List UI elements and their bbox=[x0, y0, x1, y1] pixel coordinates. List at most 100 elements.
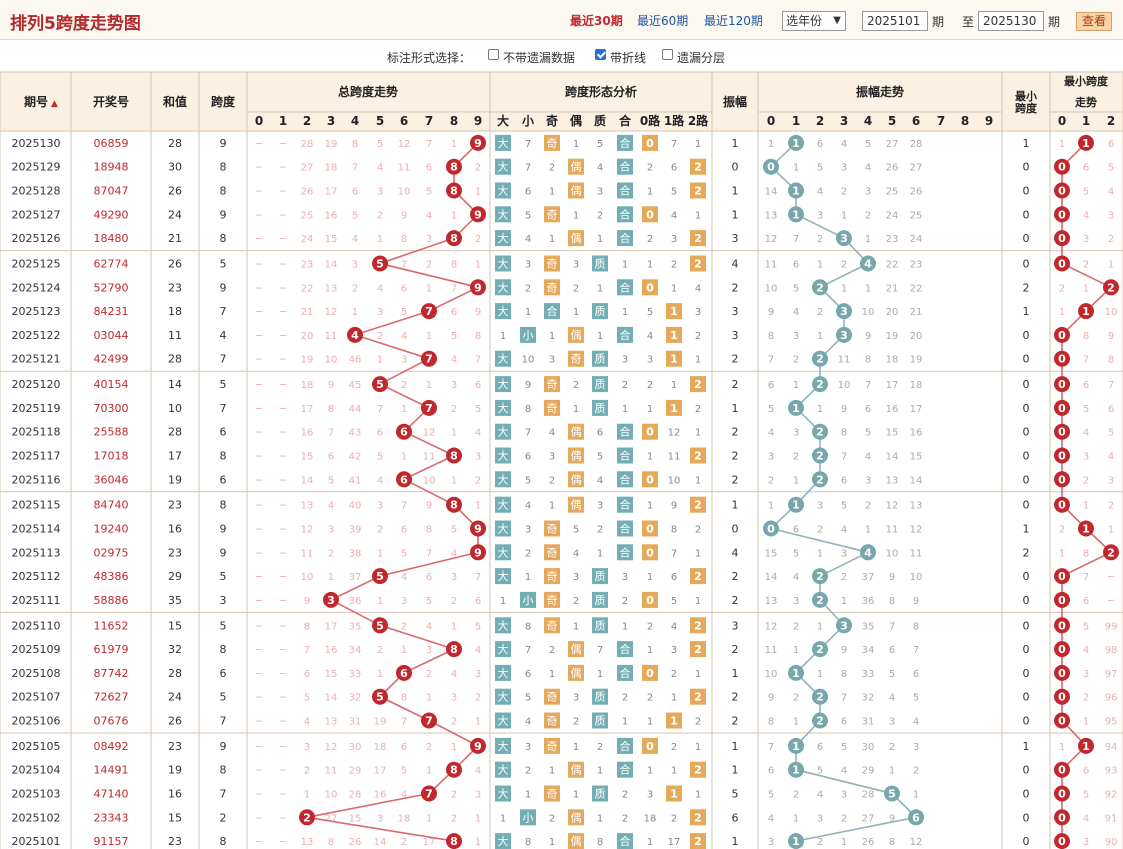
period-from-input[interactable]: 2025101 bbox=[862, 11, 928, 31]
amp-cell: 2 bbox=[732, 378, 739, 391]
span-miss-cell: 16 bbox=[374, 790, 387, 801]
sum-cell: 26 bbox=[168, 715, 182, 728]
shape-miss-cell: 8 bbox=[525, 837, 531, 848]
amp-miss-cell: 24 bbox=[886, 210, 899, 221]
shape-box bbox=[568, 447, 584, 464]
shape-box bbox=[617, 737, 633, 754]
min-miss-cell: 1 bbox=[1059, 139, 1065, 150]
shape-cell: 偶 bbox=[571, 643, 582, 656]
span-ball bbox=[446, 641, 462, 658]
shape-cell: 合 bbox=[620, 834, 631, 848]
shape-box bbox=[544, 134, 560, 151]
number-cell: 87742 bbox=[94, 667, 129, 680]
span-miss-cell: 7 bbox=[451, 283, 457, 294]
amp-miss-cell: 18 bbox=[910, 380, 923, 391]
span-cell: 6 bbox=[220, 426, 227, 439]
span-miss-cell: 9 bbox=[304, 596, 310, 607]
trend-digit-header: 2 bbox=[303, 114, 311, 128]
period-to-input[interactable]: 2025130 bbox=[978, 11, 1044, 31]
shape-miss-cell: 2 bbox=[525, 766, 531, 777]
amp-miss-cell: 10 bbox=[886, 548, 899, 559]
amp-ball-label: 1 bbox=[792, 499, 800, 512]
table-row: 2025124 52790 23 9 ─ ─ 22 13 2 4 6 1 7 大 2 奇 2 1 合 0 1 4 2 10 5 1… bbox=[12, 279, 1089, 296]
span-miss-cell: 6 bbox=[475, 380, 481, 391]
amp-miss-cell: 4 bbox=[841, 766, 847, 777]
min-span-cell: 0 bbox=[1023, 667, 1030, 680]
min-ball bbox=[1054, 182, 1070, 199]
span-miss-cell: 42 bbox=[349, 452, 362, 463]
span-miss-cell: 1 bbox=[426, 766, 432, 777]
span-ball bbox=[470, 737, 486, 754]
amp-miss-cell: 5 bbox=[768, 404, 774, 415]
shape-box bbox=[495, 641, 511, 658]
query-button[interactable]: 查看 bbox=[1076, 12, 1112, 31]
option-label-no-miss: 不带遗漏数据 bbox=[503, 51, 576, 65]
amp-miss-cell: 6 bbox=[889, 645, 895, 656]
shape-miss-cell: 3 bbox=[622, 355, 628, 366]
range-120-link[interactable]: 最近120期 bbox=[704, 14, 763, 28]
amp-miss-cell: 4 bbox=[768, 813, 774, 824]
span-miss-cell: 19 bbox=[374, 717, 387, 728]
span-miss-cell: 34 bbox=[349, 645, 362, 656]
shape-box bbox=[495, 376, 511, 393]
min-span-cell: 0 bbox=[1023, 691, 1030, 704]
option-checkbox-line[interactable] bbox=[595, 49, 606, 60]
amp-cell: 2 bbox=[732, 594, 739, 607]
range-30-link[interactable]: 最近30期 bbox=[570, 14, 623, 28]
shape-miss-cell: 4 bbox=[647, 331, 653, 342]
amp-miss-cell: 7 bbox=[768, 355, 774, 366]
amp-miss-cell: 2 bbox=[793, 693, 799, 704]
span-miss-cell: ─ bbox=[279, 790, 287, 801]
min-ball bbox=[1078, 303, 1094, 320]
span-miss-cell: 16 bbox=[325, 210, 338, 221]
span-ball bbox=[470, 520, 486, 537]
road-box bbox=[666, 303, 682, 320]
span-ball bbox=[421, 303, 437, 320]
sum-cell: 15 bbox=[168, 619, 182, 632]
range-60-link[interactable]: 最近60期 bbox=[637, 14, 689, 28]
shape-miss-cell: 4 bbox=[525, 717, 531, 728]
option-checkbox-no-miss[interactable] bbox=[488, 49, 499, 60]
sum-cell: 23 bbox=[168, 281, 182, 294]
min-span-cell: 0 bbox=[1023, 208, 1030, 221]
sum-cell: 26 bbox=[168, 185, 182, 198]
span-miss-cell: 16 bbox=[301, 428, 314, 439]
shape-cell: 质 bbox=[595, 305, 606, 318]
span-cell: 7 bbox=[220, 715, 227, 728]
shape-miss-cell: 1 bbox=[573, 307, 579, 318]
shape-box bbox=[617, 496, 633, 513]
sort-icon[interactable]: ▲ bbox=[51, 99, 58, 109]
shape-miss-cell: 5 bbox=[573, 525, 579, 536]
shape-miss-cell: 12 bbox=[668, 428, 681, 439]
shape-box bbox=[568, 761, 584, 778]
min-miss-cell: 6 bbox=[1083, 163, 1089, 174]
number-cell: 03044 bbox=[94, 329, 129, 342]
sum-cell: 16 bbox=[168, 788, 182, 801]
issue-cell: 2025116 bbox=[12, 473, 61, 486]
shape-cell: 奇 bbox=[547, 208, 558, 221]
span-miss-cell: 4 bbox=[377, 163, 383, 174]
amp-ball bbox=[836, 303, 852, 320]
sum-cell: 23 bbox=[168, 499, 182, 512]
shape-miss-cell: 8 bbox=[525, 621, 531, 632]
shape-cell: 1 bbox=[670, 402, 678, 415]
shape-miss-cell: 1 bbox=[549, 234, 555, 245]
span-miss-cell: 6 bbox=[451, 307, 457, 318]
min-miss-cell: 4 bbox=[1108, 452, 1114, 463]
min-span-cell: 0 bbox=[1023, 570, 1030, 583]
span-miss-cell: ─ bbox=[255, 380, 263, 391]
shape-miss-cell: 1 bbox=[647, 572, 653, 583]
option-checkbox-layer[interactable] bbox=[662, 49, 673, 60]
year-select[interactable]: 选年份 ▼ bbox=[782, 11, 846, 31]
min-ball bbox=[1054, 423, 1070, 440]
shape-cell: 大 bbox=[498, 160, 509, 174]
amp-miss-cell: 15 bbox=[886, 428, 899, 439]
amp-miss-cell: 5 bbox=[889, 669, 895, 680]
span-ball-label: 5 bbox=[376, 619, 384, 632]
shape-cell: 奇 bbox=[547, 378, 558, 391]
span-ball-label: 8 bbox=[450, 161, 458, 174]
amp-ball bbox=[812, 471, 828, 488]
issue-cell: 2025126 bbox=[12, 232, 61, 245]
min-ball-label: 0 bbox=[1058, 402, 1066, 415]
shape-miss-cell: 17 bbox=[668, 837, 681, 848]
